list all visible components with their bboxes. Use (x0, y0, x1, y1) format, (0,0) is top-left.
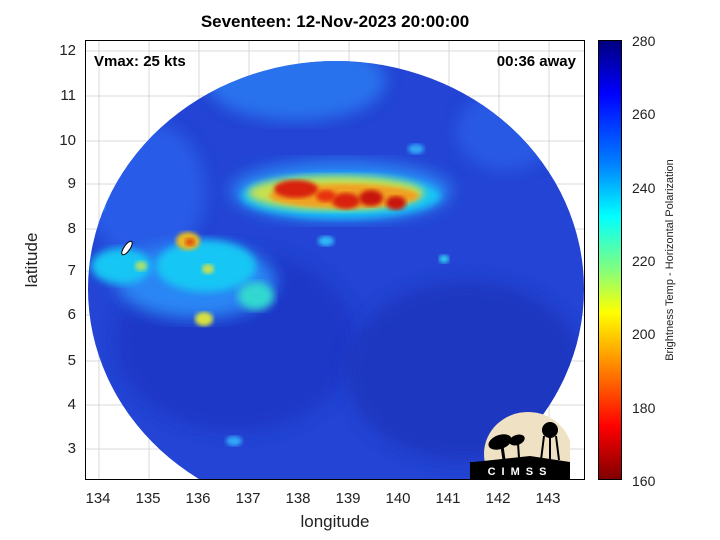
x-tick-label: 136 (185, 490, 211, 507)
plot-title: Seventeen: 12-Nov-2023 20:00:00 (200, 12, 470, 31)
x-tick-label: 137 (235, 490, 261, 507)
y-tick-label: 11 (60, 87, 76, 104)
colorbar-tick: 160 (632, 473, 656, 489)
x-axis-label: longitude (300, 512, 370, 531)
map-plot-area (85, 40, 585, 480)
swath-field (88, 61, 584, 479)
y-tick-label: 8 (67, 220, 76, 237)
y-tick-label: 9 (67, 175, 76, 192)
x-tick-label: 141 (435, 490, 461, 507)
colorbar-tick: 240 (632, 180, 656, 196)
x-tick-label: 140 (385, 490, 411, 507)
x-tick-label: 142 (485, 490, 511, 507)
y-tick-label: 5 (67, 352, 76, 369)
colorbar-tick: 200 (632, 326, 656, 342)
brightness-temp-map (86, 41, 584, 479)
storm-position-marker (121, 240, 133, 256)
x-tick-label: 138 (285, 490, 311, 507)
y-tick-label: 3 (67, 440, 76, 457)
y-tick-label: 12 (59, 42, 76, 59)
x-tick-label: 143 (535, 490, 561, 507)
logo-text: CIMSS (487, 466, 553, 478)
colorbar-tick: 220 (632, 253, 656, 269)
colorbar-label: Brightness Temp - Horizontal Polarizatio… (664, 159, 676, 361)
colorbar (598, 40, 622, 480)
time-offset-label: 00:36 away (496, 53, 576, 70)
colorbar-tick: 280 (632, 33, 656, 49)
x-tick-label: 135 (135, 490, 161, 507)
x-tick-label: 134 (85, 490, 111, 507)
y-axis-label: latitude (22, 232, 41, 288)
y-tick-label: 10 (59, 132, 76, 149)
vmax-label: Vmax: 25 kts (94, 53, 186, 70)
y-tick-label: 4 (67, 396, 76, 413)
y-tick-label: 6 (67, 306, 76, 323)
x-tick-label: 139 (335, 490, 361, 507)
cimss-logo (470, 412, 570, 480)
colorbar-tick: 260 (632, 106, 656, 122)
colorbar-tick: 180 (632, 400, 656, 416)
y-tick-label: 7 (67, 262, 76, 279)
